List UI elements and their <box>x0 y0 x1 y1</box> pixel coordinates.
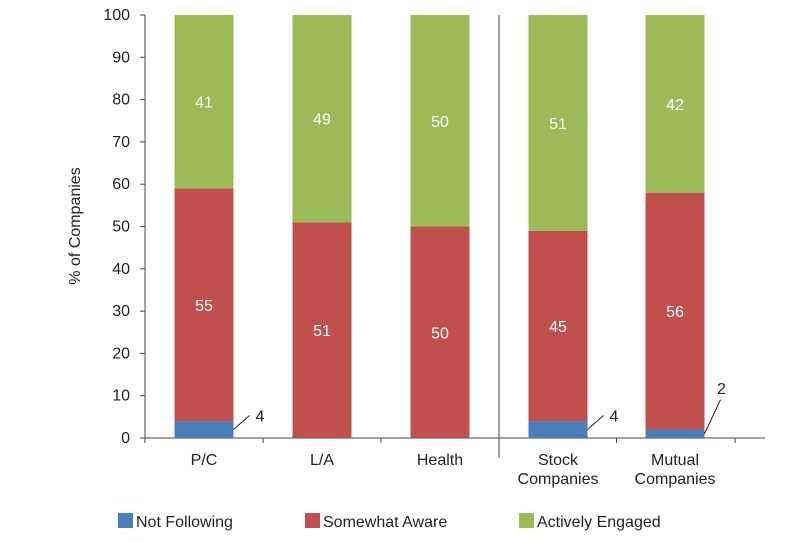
segment-value-label: 50 <box>431 325 449 342</box>
y-tick-label: 10 <box>112 388 130 405</box>
y-tick-label: 90 <box>112 49 130 66</box>
x-category-label: P/C <box>191 452 218 469</box>
segment-value-label: 51 <box>313 323 331 340</box>
callout-leader <box>587 415 604 430</box>
y-tick-label: 100 <box>103 7 130 24</box>
callout-value-label: 4 <box>610 409 619 426</box>
y-tick-label: 40 <box>112 261 130 278</box>
axes: 0 10 20 30 40 50 60 70 80 90 100 <box>103 7 765 458</box>
legend-label: Somewhat Aware <box>323 514 447 531</box>
callout-leader <box>704 399 721 434</box>
y-tick-label: 0 <box>121 430 130 447</box>
category-labels: P/C L/A Health Stock Companies Mutual Companie… <box>191 452 716 488</box>
segment-value-label: 45 <box>549 319 567 336</box>
y-tick-label: 70 <box>112 134 130 151</box>
x-category-label: L/A <box>310 452 334 469</box>
bar-segment <box>528 15 588 231</box>
segment-value-label: 41 <box>195 95 213 112</box>
callout-leader <box>233 415 250 430</box>
bar-segment <box>645 192 705 430</box>
legend-label: Not Following <box>136 514 233 531</box>
bar-segment <box>410 15 470 227</box>
bar-segment <box>645 429 705 438</box>
legend: Not Following Somewhat Aware Actively Enga… <box>118 513 661 531</box>
bar-segment <box>528 230 588 422</box>
callout-value-label: 4 <box>256 409 265 426</box>
x-category-label: Mutual Companies <box>635 452 716 488</box>
x-category-label: Stock Companies <box>518 452 599 488</box>
callouts: 4 4 2 <box>233 381 726 434</box>
segment-value-label: 42 <box>666 97 684 114</box>
segment-value-label: 49 <box>313 112 331 129</box>
bar-segment <box>174 421 234 438</box>
bar-segment <box>645 15 705 193</box>
bar-segment <box>174 188 234 422</box>
y-tick-label: 20 <box>112 345 130 362</box>
legend-swatch <box>118 513 133 528</box>
bars <box>174 15 705 438</box>
bar-segment <box>292 222 352 438</box>
bar-segment <box>174 15 234 189</box>
x-category-label: Health <box>417 452 463 469</box>
segment-labels: 55 41 51 49 50 50 45 51 56 42 <box>195 95 684 343</box>
callout-value-label: 2 <box>717 381 726 398</box>
y-tick-label: 50 <box>112 219 130 236</box>
legend-item: Somewhat Aware <box>305 513 447 531</box>
legend-swatch <box>305 513 320 528</box>
segment-value-label: 56 <box>666 304 684 321</box>
bar-segment <box>410 226 470 438</box>
legend-item: Not Following <box>118 513 233 531</box>
y-tick-label: 80 <box>112 92 130 109</box>
bar-segment <box>528 421 588 438</box>
segment-value-label: 51 <box>549 116 567 133</box>
y-tick-label: 30 <box>112 303 130 320</box>
y-tick-label: 60 <box>112 176 130 193</box>
y-axis-label: % of Companies <box>67 167 84 284</box>
segment-value-label: 50 <box>431 114 449 131</box>
bar-segment <box>292 15 352 223</box>
segment-value-label: 55 <box>195 298 213 315</box>
legend-swatch <box>519 513 534 528</box>
legend-label: Actively Engaged <box>537 514 661 531</box>
legend-item: Actively Engaged <box>519 513 661 531</box>
